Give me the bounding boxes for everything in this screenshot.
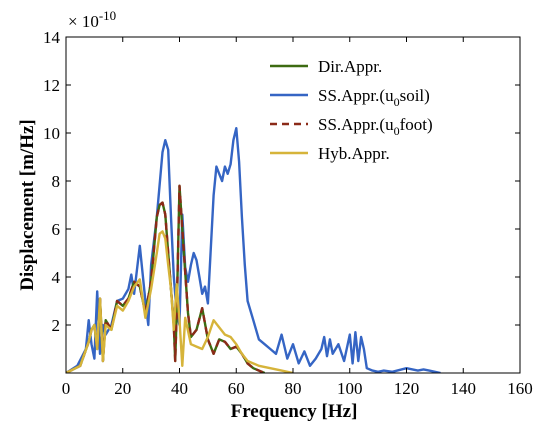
y-tick-label: 2	[52, 316, 61, 335]
y-multiplier: × 10-10	[68, 8, 116, 31]
legend-label-2: SS.Appr.(u0soil)	[318, 86, 430, 109]
x-tick-label: 160	[507, 379, 533, 398]
series-layer	[66, 126, 441, 373]
legend-label-3: SS.Appr.(u0foot)	[318, 115, 433, 138]
plot-frame	[65, 36, 521, 374]
legend-label-4: Hyb.Appr.	[318, 144, 390, 163]
y-multiplier-base: × 10	[68, 12, 99, 31]
x-tick-label: 140	[451, 379, 477, 398]
legend: Dir.Appr. SS.Appr.(u0soil) SS.Appr.(u0foot…	[270, 57, 433, 163]
y-tick-label: 12	[43, 76, 60, 95]
axes-layer	[65, 36, 521, 374]
y-tick-label: 14	[43, 28, 61, 47]
y-tick-label: 6	[52, 220, 61, 239]
y-multiplier-exponent: -10	[99, 8, 116, 23]
x-tick-label: 80	[285, 379, 302, 398]
x-tick-label: 0	[62, 379, 71, 398]
series-line-4	[66, 230, 294, 373]
series-line-2	[66, 126, 441, 373]
x-axis-label: Frequency [Hz]	[231, 401, 358, 422]
legend-label-1: Dir.Appr.	[318, 57, 382, 76]
x-tick-label: 20	[114, 379, 131, 398]
y-axis-label: Displacement [m/Hz]	[17, 119, 38, 290]
x-tick-label: 100	[337, 379, 363, 398]
ticks-layer: 0 20 40 60 80 100 120 140 160 2 4 6 8 10 12 14	[43, 28, 533, 398]
x-tick-label: 40	[171, 379, 188, 398]
y-tick-label: 10	[43, 124, 60, 143]
x-tick-label: 60	[228, 379, 245, 398]
y-tick-label: 8	[52, 172, 61, 191]
y-tick-label: 4	[52, 268, 61, 287]
x-tick-label: 120	[394, 379, 420, 398]
